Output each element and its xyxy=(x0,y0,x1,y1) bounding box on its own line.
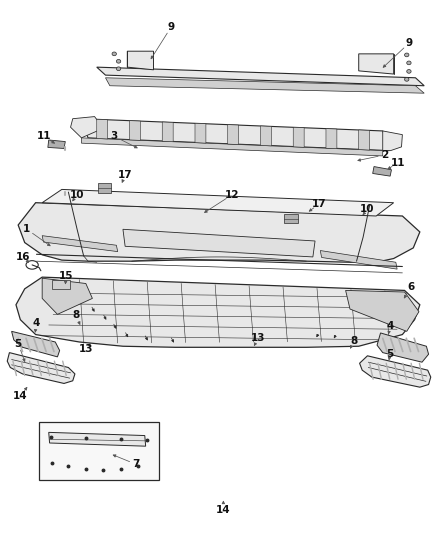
Polygon shape xyxy=(71,117,103,138)
Text: 4: 4 xyxy=(33,318,40,328)
Polygon shape xyxy=(320,251,397,269)
Polygon shape xyxy=(162,122,173,142)
Polygon shape xyxy=(359,130,370,150)
Polygon shape xyxy=(42,236,118,252)
Ellipse shape xyxy=(112,52,117,56)
Polygon shape xyxy=(42,189,394,216)
Polygon shape xyxy=(42,278,92,314)
Text: 9: 9 xyxy=(405,38,413,48)
Text: 10: 10 xyxy=(360,204,374,214)
Text: 6: 6 xyxy=(407,282,415,292)
Text: 12: 12 xyxy=(225,190,239,200)
Polygon shape xyxy=(360,356,431,387)
Ellipse shape xyxy=(407,61,411,64)
Polygon shape xyxy=(97,67,424,86)
Polygon shape xyxy=(346,290,419,332)
Text: 8: 8 xyxy=(351,336,358,346)
Bar xyxy=(284,214,298,223)
Bar xyxy=(52,280,70,289)
Ellipse shape xyxy=(407,69,411,73)
Ellipse shape xyxy=(117,67,121,70)
Polygon shape xyxy=(261,126,272,146)
Ellipse shape xyxy=(405,77,409,81)
Text: 17: 17 xyxy=(312,199,327,209)
Text: 14: 14 xyxy=(216,505,231,515)
Bar xyxy=(98,182,111,193)
Ellipse shape xyxy=(405,53,409,57)
Text: 17: 17 xyxy=(118,170,132,180)
Polygon shape xyxy=(359,54,394,74)
Text: 8: 8 xyxy=(72,310,79,320)
Text: 13: 13 xyxy=(78,344,93,354)
Text: 16: 16 xyxy=(16,252,31,262)
Polygon shape xyxy=(81,119,389,151)
Polygon shape xyxy=(130,120,141,140)
Polygon shape xyxy=(228,125,239,144)
Text: 3: 3 xyxy=(110,131,118,141)
Polygon shape xyxy=(106,78,424,93)
Polygon shape xyxy=(12,332,60,357)
Text: 1: 1 xyxy=(23,224,31,235)
Text: 14: 14 xyxy=(13,391,28,401)
Polygon shape xyxy=(7,353,75,383)
Text: 7: 7 xyxy=(132,459,140,469)
Polygon shape xyxy=(16,277,420,348)
Polygon shape xyxy=(123,229,315,257)
Text: 11: 11 xyxy=(391,158,405,168)
Polygon shape xyxy=(97,119,108,139)
Polygon shape xyxy=(326,128,337,149)
Polygon shape xyxy=(383,131,403,151)
Polygon shape xyxy=(48,140,65,149)
Ellipse shape xyxy=(117,60,121,63)
Text: 5: 5 xyxy=(14,338,22,349)
Text: 4: 4 xyxy=(386,321,394,331)
Text: 10: 10 xyxy=(70,190,85,200)
Text: 9: 9 xyxy=(167,22,174,33)
Text: 2: 2 xyxy=(381,150,389,160)
Polygon shape xyxy=(127,51,153,70)
Text: 11: 11 xyxy=(37,131,52,141)
Polygon shape xyxy=(18,203,420,262)
Text: 5: 5 xyxy=(386,349,394,359)
Polygon shape xyxy=(49,432,146,446)
Polygon shape xyxy=(195,123,206,143)
Text: 15: 15 xyxy=(59,271,74,281)
Polygon shape xyxy=(293,127,304,147)
Text: 13: 13 xyxy=(251,333,265,343)
Bar xyxy=(39,422,159,480)
Polygon shape xyxy=(373,166,392,176)
Polygon shape xyxy=(81,138,383,156)
Polygon shape xyxy=(377,333,428,362)
